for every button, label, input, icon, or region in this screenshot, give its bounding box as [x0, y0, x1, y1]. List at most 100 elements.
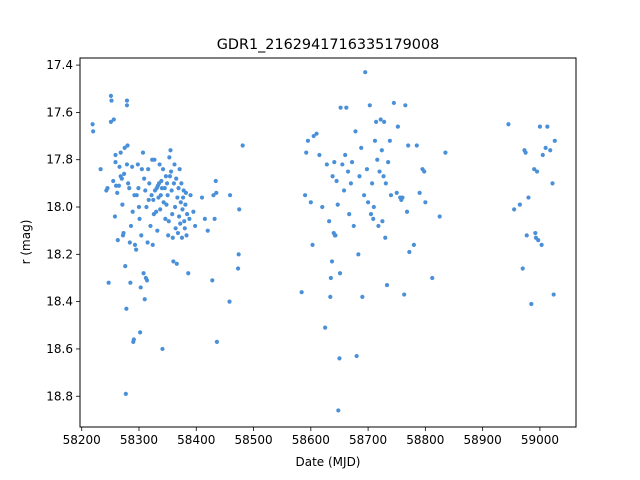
data-point [543, 145, 548, 150]
data-point [305, 138, 311, 143]
data-point [154, 209, 159, 214]
data-point [422, 169, 427, 174]
data-point [174, 261, 179, 266]
data-point [365, 200, 371, 205]
data-point [115, 190, 120, 195]
data-point [212, 216, 217, 221]
data-point [142, 297, 147, 302]
data-point [167, 155, 172, 160]
data-point [155, 228, 160, 233]
data-point [172, 162, 177, 167]
data-point [403, 103, 408, 108]
data-point [130, 209, 135, 214]
data-point [311, 133, 316, 139]
data-point [174, 176, 179, 181]
data-point [176, 186, 181, 191]
data-point [423, 200, 428, 205]
data-point [136, 204, 142, 210]
x-tick-label: 58600 [292, 433, 330, 447]
data-point [526, 195, 531, 200]
data-point [137, 216, 142, 221]
data-point [354, 353, 359, 359]
data-point [179, 181, 184, 186]
data-point [175, 230, 181, 236]
data-point [98, 167, 103, 172]
data-point [517, 202, 522, 207]
data-point [343, 152, 348, 158]
data-point [187, 216, 192, 221]
data-point [382, 119, 387, 124]
data-point [122, 145, 127, 150]
data-point [172, 204, 178, 210]
data-point [406, 143, 411, 148]
data-point [552, 138, 557, 143]
data-point [341, 188, 347, 193]
y-tick-label: 17.6 [46, 105, 73, 119]
data-point [166, 219, 171, 224]
data-point [118, 150, 123, 155]
data-point [127, 186, 132, 191]
y-tick-label: 17.8 [46, 153, 73, 167]
data-point [136, 186, 141, 191]
data-point [191, 209, 196, 214]
data-point [227, 299, 232, 304]
data-point [328, 275, 333, 281]
data-point [529, 301, 534, 307]
x-tick-label: 58900 [464, 433, 502, 447]
data-point [185, 212, 190, 217]
data-point [160, 346, 165, 352]
data-point [359, 145, 364, 150]
data-point [211, 193, 216, 198]
data-point [124, 306, 129, 311]
data-point [123, 264, 128, 269]
data-point [539, 242, 544, 247]
data-point [144, 204, 149, 210]
data-point [167, 174, 173, 179]
data-point [548, 148, 553, 153]
data-point [91, 129, 96, 134]
data-point [533, 230, 538, 236]
data-point [430, 275, 435, 281]
y-axis-label: r (mag) [19, 220, 33, 265]
data-point [349, 159, 355, 165]
x-axis-label: Date (MJD) [296, 455, 361, 469]
data-point [113, 183, 119, 188]
data-point [337, 271, 343, 276]
data-point [179, 235, 185, 240]
data-point [327, 219, 332, 224]
data-point [126, 181, 131, 186]
data-point [148, 223, 153, 229]
data-point [183, 190, 189, 195]
data-point [166, 233, 171, 238]
x-tick-label: 58300 [120, 433, 158, 447]
data-point [164, 181, 170, 186]
x-tick-label: 58500 [234, 433, 272, 447]
data-point [177, 167, 182, 172]
data-point [367, 103, 372, 108]
data-point [437, 214, 442, 219]
data-point [237, 207, 242, 212]
data-point [534, 169, 540, 174]
data-point [138, 330, 143, 335]
data-point [324, 162, 329, 167]
data-point [147, 181, 152, 186]
y-tick-label: 18.8 [46, 389, 73, 403]
data-point [150, 242, 155, 247]
data-point [374, 119, 379, 124]
data-point [111, 178, 116, 184]
plot-frame [79, 57, 577, 428]
data-point [337, 356, 342, 361]
data-point [213, 178, 218, 184]
data-point [161, 200, 166, 205]
y-tick-label: 17.4 [46, 58, 73, 72]
data-point [537, 124, 543, 129]
data-point [304, 150, 309, 155]
data-point [371, 216, 376, 221]
data-point [402, 292, 407, 297]
data-point [131, 337, 136, 342]
data-point [139, 167, 144, 172]
data-point [182, 219, 187, 224]
data-point [370, 181, 375, 186]
data-point [310, 242, 315, 247]
data-point [178, 221, 183, 226]
